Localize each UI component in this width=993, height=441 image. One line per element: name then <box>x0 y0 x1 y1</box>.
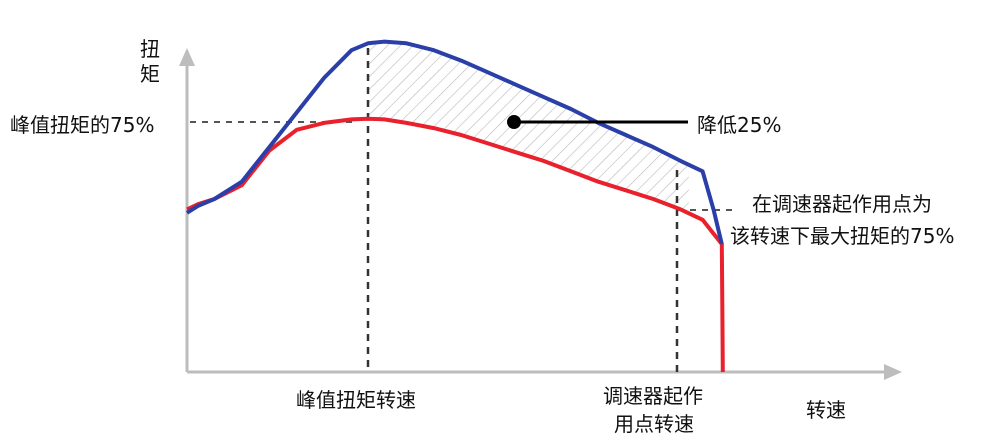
derated-torque-curve <box>186 116 725 373</box>
governor-75-label-line2: 该转速下最大扭矩的75% <box>730 224 955 248</box>
full-torque-curve <box>185 39 724 245</box>
reduction-hatched-area <box>368 41 689 214</box>
y-axis-label-char-1: 扭 <box>140 37 160 61</box>
governor-speed-label-line1: 调速器起作 <box>603 384 703 408</box>
governor-speed-label-line2: 用点转速 <box>614 412 694 436</box>
reduce-leader-dot <box>507 115 521 129</box>
x-axis-arrow <box>884 364 902 380</box>
y-axis-arrow <box>179 48 195 66</box>
peak-speed-label: 峰值扭矩转速 <box>296 388 416 412</box>
y-axis-label-char-2: 矩 <box>140 62 160 86</box>
reduce-25-label: 降低25% <box>697 113 782 137</box>
governor-75-label-line1: 在调速器起作用点为 <box>752 192 932 216</box>
x-axis-label: 转速 <box>806 398 846 422</box>
peak-75-label: 峰值扭矩的75% <box>10 113 155 137</box>
